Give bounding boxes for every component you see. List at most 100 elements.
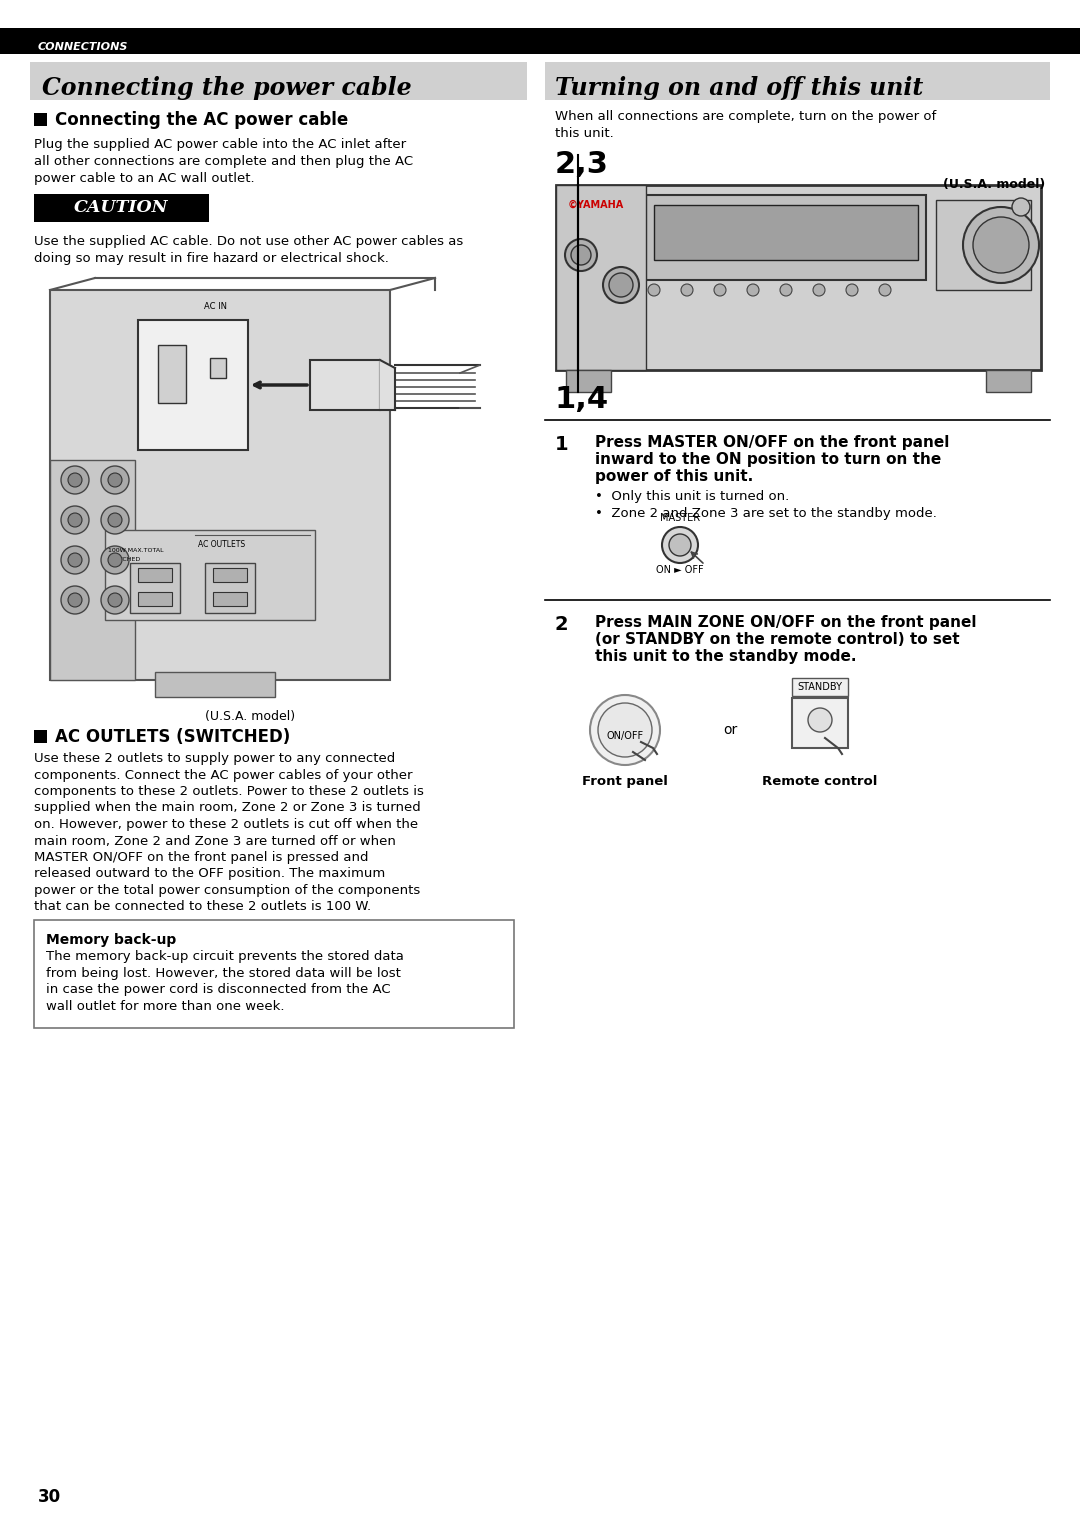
Text: power cable to an AC wall outlet.: power cable to an AC wall outlet. [33,172,255,185]
Text: released outward to the OFF position. The maximum: released outward to the OFF position. Th… [33,867,386,881]
Bar [158,345,186,403]
Text: ©YAMAHA: ©YAMAHA [568,200,624,211]
Circle shape [102,465,129,494]
Text: (U.S.A. model): (U.S.A. model) [943,179,1045,191]
Circle shape [648,284,660,296]
Text: main room, Zone 2 and Zone 3 are turned off or when: main room, Zone 2 and Zone 3 are turned … [33,835,396,847]
Circle shape [669,534,691,555]
Text: 1,4: 1,4 [555,385,609,414]
Bar [33,920,514,1029]
Text: When all connections are complete, turn on the power of: When all connections are complete, turn … [555,110,936,124]
Circle shape [571,246,591,266]
Bar [50,459,135,681]
Text: or: or [723,723,738,737]
Text: Use these 2 outlets to supply power to any connected: Use these 2 outlets to supply power to a… [33,752,395,765]
Text: 30: 30 [38,1488,62,1506]
Bar [556,185,1041,369]
Bar [792,678,848,696]
Bar [936,200,1031,290]
Circle shape [60,507,89,534]
Circle shape [108,594,122,607]
Circle shape [60,546,89,574]
Circle shape [879,284,891,296]
Text: power or the total power consumption of the components: power or the total power consumption of … [33,884,420,897]
Bar [213,592,247,606]
Text: STANDBY: STANDBY [797,682,842,691]
Bar [566,369,611,392]
Text: Turning on and off this unit: Turning on and off this unit [555,76,923,101]
Circle shape [747,284,759,296]
Bar [105,530,315,620]
Circle shape [662,526,698,563]
Text: Connecting the power cable: Connecting the power cable [42,76,411,101]
Text: The memory back-up circuit prevents the stored data: The memory back-up circuit prevents the … [46,951,404,963]
Circle shape [846,284,858,296]
Circle shape [973,217,1029,273]
Bar [30,63,527,101]
Circle shape [102,546,129,574]
Bar [545,63,1050,101]
Text: 2: 2 [555,615,569,633]
Text: Connecting the AC power cable: Connecting the AC power cable [55,111,348,130]
Circle shape [963,208,1039,282]
Text: Press MAIN ZONE ON/OFF on the front panel: Press MAIN ZONE ON/OFF on the front pane… [595,615,976,630]
Circle shape [68,513,82,526]
Text: this unit to the standby mode.: this unit to the standby mode. [595,649,856,664]
Text: SWITCHED: SWITCHED [108,557,141,562]
Bar [205,563,255,613]
Circle shape [60,465,89,494]
Polygon shape [380,360,395,410]
Text: wall outlet for more than one week.: wall outlet for more than one week. [46,1000,284,1012]
Circle shape [598,703,652,757]
Text: Use the supplied AC cable. Do not use other AC power cables as: Use the supplied AC cable. Do not use ot… [33,235,463,249]
Circle shape [609,273,633,298]
Circle shape [68,594,82,607]
Circle shape [780,284,792,296]
Text: MASTER ON/OFF on the front panel is pressed and: MASTER ON/OFF on the front panel is pres… [33,852,368,864]
Text: from being lost. However, the stored data will be lost: from being lost. However, the stored dat… [46,966,401,980]
Text: CAUTION: CAUTION [73,200,168,217]
Circle shape [590,694,660,765]
Bar [33,113,48,127]
Circle shape [565,240,597,272]
Bar [33,278,474,719]
Bar [33,729,48,743]
Text: inward to the ON position to turn on the: inward to the ON position to turn on the [595,452,942,467]
Text: AC OUTLETS: AC OUTLETS [198,540,245,549]
Bar [138,592,172,606]
Text: (U.S.A. model): (U.S.A. model) [205,710,295,723]
Bar [0,27,1080,53]
Text: 2,3: 2,3 [555,150,609,179]
Circle shape [60,586,89,613]
Circle shape [813,284,825,296]
Text: ON/OFF: ON/OFF [607,731,644,742]
Circle shape [108,513,122,526]
Text: AC OUTLETS (SWITCHED): AC OUTLETS (SWITCHED) [55,728,291,746]
Text: Plug the supplied AC power cable into the AC inlet after: Plug the supplied AC power cable into th… [33,137,406,151]
Circle shape [68,552,82,568]
Text: ON ► OFF: ON ► OFF [657,565,704,575]
Bar [138,568,172,581]
Bar [50,290,390,681]
Circle shape [603,267,639,304]
Bar [156,671,275,697]
Text: power of this unit.: power of this unit. [595,468,753,484]
Bar [310,360,380,410]
Bar [792,697,848,748]
Text: components. Connect the AC power cables of your other: components. Connect the AC power cables … [33,769,413,781]
Bar [210,359,226,378]
Circle shape [102,586,129,613]
Text: Press MASTER ON/OFF on the front panel: Press MASTER ON/OFF on the front panel [595,435,949,450]
Text: components to these 2 outlets. Power to these 2 outlets is: components to these 2 outlets. Power to … [33,784,423,798]
Circle shape [681,284,693,296]
Bar [213,568,247,581]
Bar [556,185,646,369]
Text: •  Zone 2 and Zone 3 are set to the standby mode.: • Zone 2 and Zone 3 are set to the stand… [595,507,936,520]
Text: 1: 1 [555,435,569,455]
Circle shape [108,552,122,568]
Bar [130,563,180,613]
Text: all other connections are complete and then plug the AC: all other connections are complete and t… [33,156,414,168]
Bar [646,195,926,279]
Text: Front panel: Front panel [582,775,667,787]
Circle shape [808,708,832,732]
